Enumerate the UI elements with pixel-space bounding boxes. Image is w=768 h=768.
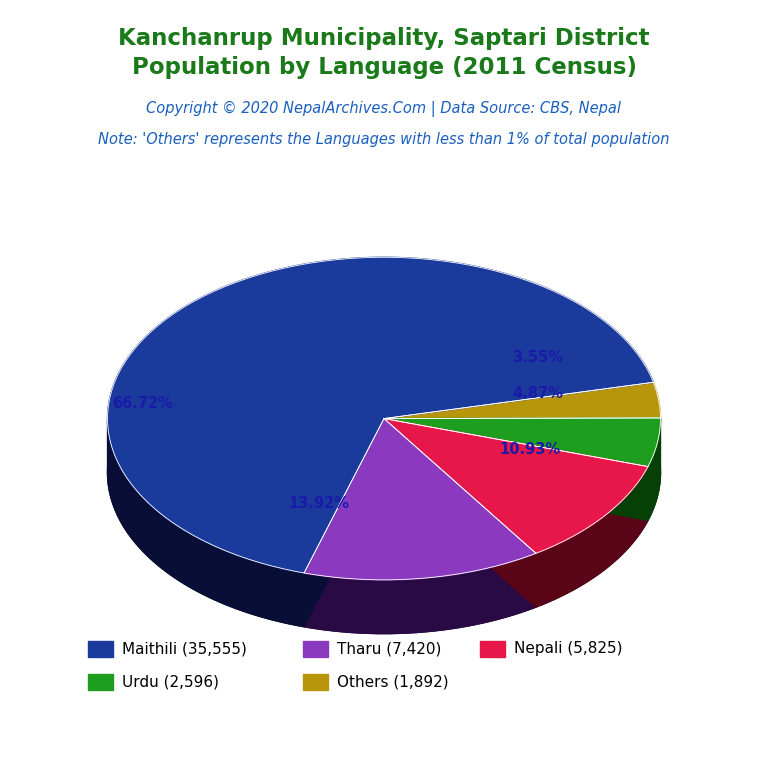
Text: Note: 'Others' represents the Languages with less than 1% of total population: Note: 'Others' represents the Languages … xyxy=(98,132,670,147)
Polygon shape xyxy=(384,418,660,467)
Polygon shape xyxy=(304,553,536,634)
Text: Others (1,892): Others (1,892) xyxy=(337,674,449,690)
Polygon shape xyxy=(304,419,384,627)
Polygon shape xyxy=(108,421,304,627)
Bar xyxy=(88,641,113,657)
Text: 4.87%: 4.87% xyxy=(512,386,563,402)
Text: Copyright © 2020 NepalArchives.Com | Data Source: CBS, Nepal: Copyright © 2020 NepalArchives.Com | Dat… xyxy=(147,101,621,118)
Ellipse shape xyxy=(108,311,660,634)
Polygon shape xyxy=(384,419,648,521)
Text: Urdu (2,596): Urdu (2,596) xyxy=(122,674,219,690)
Bar xyxy=(303,641,328,657)
Text: 13.92%: 13.92% xyxy=(288,495,349,511)
Bar xyxy=(480,641,505,657)
Polygon shape xyxy=(384,419,648,553)
Polygon shape xyxy=(384,419,536,607)
Polygon shape xyxy=(304,419,536,580)
Text: 66.72%: 66.72% xyxy=(111,396,173,411)
Bar xyxy=(88,674,113,690)
Bar xyxy=(303,674,328,690)
Text: Tharu (7,420): Tharu (7,420) xyxy=(337,641,442,657)
Polygon shape xyxy=(304,419,384,627)
Polygon shape xyxy=(384,419,536,607)
Polygon shape xyxy=(108,257,654,573)
Polygon shape xyxy=(536,467,648,607)
Text: Kanchanrup Municipality, Saptari District
Population by Language (2011 Census): Kanchanrup Municipality, Saptari Distric… xyxy=(118,27,650,79)
Polygon shape xyxy=(648,419,660,521)
Text: Maithili (35,555): Maithili (35,555) xyxy=(122,641,247,657)
Text: 3.55%: 3.55% xyxy=(512,349,563,365)
Polygon shape xyxy=(384,419,648,521)
Text: 10.93%: 10.93% xyxy=(499,442,561,457)
Polygon shape xyxy=(384,382,660,419)
Text: Nepali (5,825): Nepali (5,825) xyxy=(514,641,622,657)
